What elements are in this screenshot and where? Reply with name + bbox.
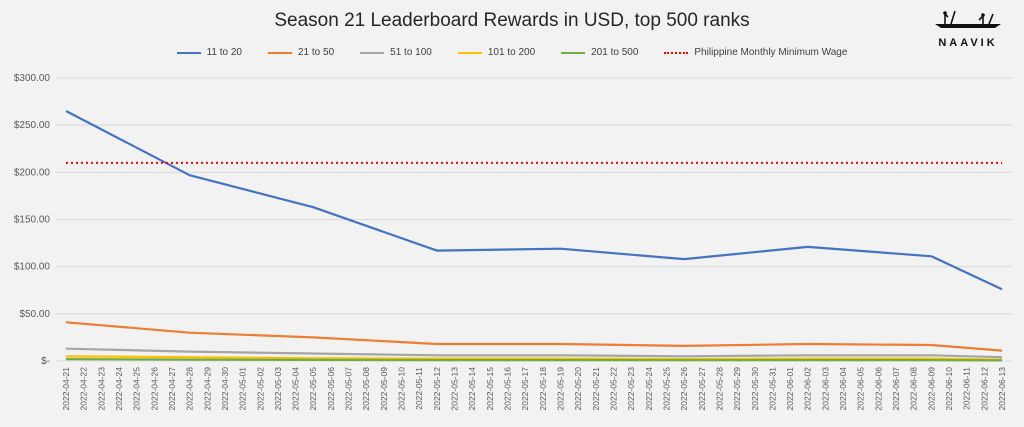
x-tick-label: 2022-05-26 <box>679 367 689 411</box>
x-tick-label: 2022-05-03 <box>273 367 283 411</box>
y-tick-label: $250.00 <box>14 120 51 131</box>
x-tick-label: 2022-05-31 <box>767 367 777 411</box>
x-tick-label: 2022-04-23 <box>96 367 106 411</box>
series-line-4 <box>65 358 1003 362</box>
x-tick-label: 2022-04-22 <box>79 367 89 411</box>
series-line-3 <box>65 355 1003 361</box>
x-tick-label: 2022-05-17 <box>520 367 530 411</box>
x-tick-label: 2022-06-09 <box>926 367 936 411</box>
legend-label: Philippine Monthly Minimum Wage <box>694 47 848 58</box>
brand-name: NAAVIK <box>938 37 998 49</box>
x-tick-label: 2022-05-28 <box>714 367 724 411</box>
x-tick-label: 2022-05-29 <box>732 367 742 411</box>
x-tick-label: 2022-06-05 <box>856 367 866 411</box>
x-tick-label: 2022-06-06 <box>873 367 883 411</box>
x-tick-label: 2022-05-04 <box>291 367 301 411</box>
legend-label: 11 to 20 <box>206 47 242 58</box>
chart-title: Season 21 Leaderboard Rewards in USD, to… <box>274 10 750 31</box>
x-tick-label: 2022-05-24 <box>644 367 654 411</box>
legend-item: 201 to 500 <box>561 47 638 58</box>
x-tick-label: 2022-05-21 <box>591 367 601 411</box>
legend-item: 21 to 50 <box>267 47 335 58</box>
legend-item: 101 to 200 <box>457 47 536 58</box>
series-line-1 <box>65 321 1003 352</box>
legend-swatch <box>360 51 385 54</box>
x-tick-label: 2022-05-15 <box>485 367 495 411</box>
x-tick-label: 2022-05-01 <box>238 367 248 411</box>
y-tick-label: $100.00 <box>14 262 51 273</box>
x-tick-label: 2022-05-22 <box>608 367 618 411</box>
x-tick-label: 2022-05-09 <box>379 367 389 411</box>
x-tick-label: 2022-05-07 <box>344 367 354 411</box>
x-tick-label: 2022-04-30 <box>220 367 230 411</box>
y-tick-label: $150.00 <box>14 215 51 226</box>
legend-swatch <box>267 51 292 54</box>
y-tick-label: $200.00 <box>14 167 51 178</box>
legend-swatch <box>561 51 586 54</box>
x-tick-label: 2022-05-12 <box>432 367 442 411</box>
legend-item: 11 to 20 <box>176 47 242 58</box>
legend-label: 101 to 200 <box>487 47 536 58</box>
x-tick-label: 2022-05-20 <box>573 367 583 411</box>
series-line-0 <box>65 110 1003 291</box>
legend-item: Philippine Monthly Minimum Wage <box>664 47 847 58</box>
x-tick-label: 2022-06-08 <box>909 367 919 411</box>
x-tick-label: 2022-06-11 <box>962 367 972 410</box>
x-tick-label: 2022-05-11 <box>414 367 424 410</box>
x-tick-label: 2022-06-12 <box>979 367 989 411</box>
x-tick-label: 2022-04-24 <box>114 367 124 411</box>
boat-rowers-icon <box>935 10 1001 28</box>
x-tick-label: 2022-04-29 <box>202 367 212 411</box>
y-tick-label: $- <box>41 356 50 367</box>
x-tick-label: 2022-04-28 <box>185 367 195 411</box>
legend-label: 21 to 50 <box>297 47 335 58</box>
x-tick-label: 2022-06-07 <box>891 367 901 411</box>
x-tick-label: 2022-05-19 <box>555 367 565 411</box>
x-tick-label: 2022-05-05 <box>308 367 318 411</box>
y-tick-label: $300.00 <box>14 73 51 84</box>
series-line-2 <box>65 347 1003 359</box>
x-tick-label: 2022-06-10 <box>944 367 954 411</box>
x-tick-label: 2022-05-13 <box>450 367 460 411</box>
x-tick-label: 2022-05-23 <box>626 367 636 411</box>
x-tick-label: 2022-05-30 <box>750 367 760 411</box>
x-tick-label: 2022-05-27 <box>697 367 707 411</box>
x-tick-label: 2022-05-25 <box>661 367 671 411</box>
legend-label: 51 to 100 <box>390 47 432 58</box>
x-tick-label: 2022-06-04 <box>838 367 848 411</box>
x-tick-label: 2022-06-03 <box>820 367 830 411</box>
x-tick-label: 2022-05-10 <box>397 367 407 411</box>
brand-logo: NAAVIK <box>928 8 1008 49</box>
x-tick-label: 2022-04-25 <box>132 367 142 411</box>
x-tick-label: 2022-05-18 <box>538 367 548 411</box>
legend-swatch <box>457 51 482 54</box>
legend-swatch <box>664 51 689 54</box>
x-tick-label: 2022-05-06 <box>326 367 336 411</box>
chart-legend: 11 to 20 21 to 50 51 to 100 101 to 200 201 t… <box>0 47 1024 58</box>
x-tick-label: 2022-06-02 <box>803 367 813 411</box>
x-tick-label: 2022-06-01 <box>785 367 795 411</box>
x-tick-label: 2022-05-02 <box>255 367 265 411</box>
legend-label: 201 to 500 <box>591 47 639 58</box>
x-tick-label: 2022-05-14 <box>467 367 477 411</box>
x-tick-label: 2022-05-08 <box>361 367 371 411</box>
x-tick-label: 2022-04-27 <box>167 367 177 411</box>
legend-item: 51 to 100 <box>360 47 432 58</box>
x-tick-label: 2022-04-21 <box>61 367 71 411</box>
x-tick-label: 2022-04-26 <box>149 367 159 411</box>
legend-swatch <box>176 51 201 54</box>
y-tick-label: $50.00 <box>19 309 50 320</box>
x-tick-label: 2022-05-16 <box>503 367 513 411</box>
x-tick-label: 2022-06-13 <box>997 367 1007 411</box>
